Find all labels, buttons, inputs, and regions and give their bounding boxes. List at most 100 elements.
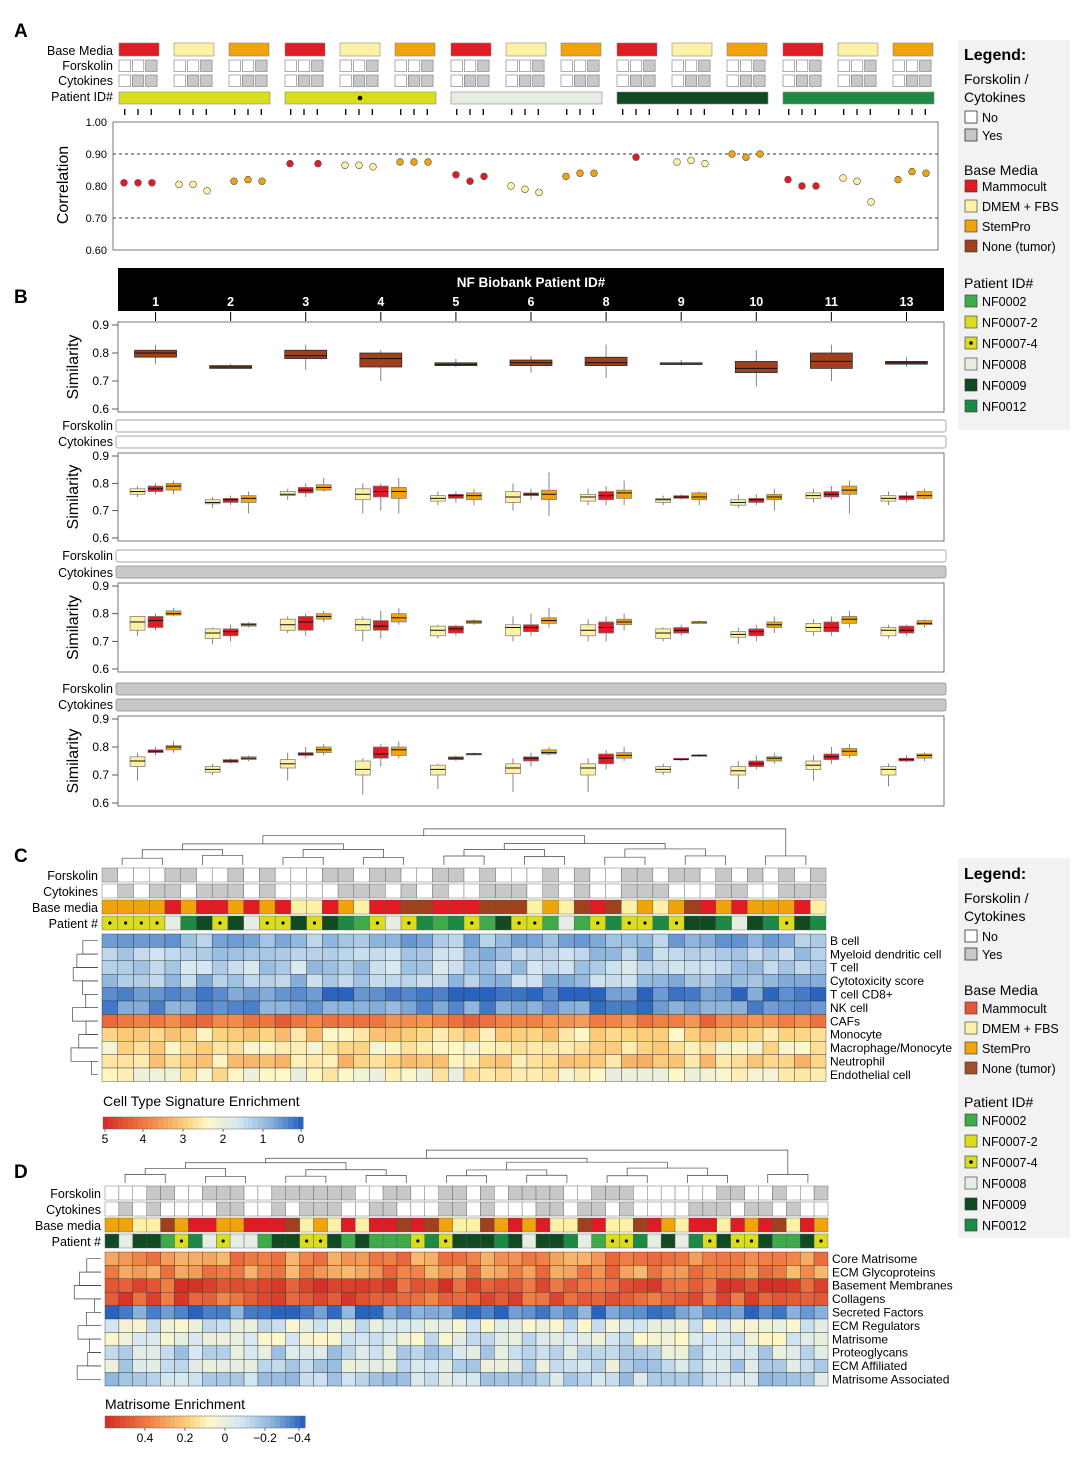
a-forskolin-cell [905,59,919,72]
d-heatmap-cell [813,1345,829,1360]
d-heatmap-cell [633,1345,648,1360]
d-heatmap-cell [799,1291,815,1306]
d-patient-dot [179,1239,184,1243]
d-heatmap-cell [313,1372,328,1387]
legend-a-title: Legend: [964,47,1026,64]
c-heatmap-cell [117,1054,134,1069]
c-heatmap-cell [747,1067,764,1082]
c-heatmap-cell [290,933,307,948]
b-box [841,616,858,624]
a-cytokines-cell [573,74,587,87]
d-heatmap-cell [271,1332,286,1347]
d-heatmap-cell [424,1265,439,1280]
d-heatmap-cell [660,1372,676,1387]
a-data-point [480,172,488,181]
b-box [222,628,239,637]
c-heatmap-cell [101,1027,118,1042]
c-heatmap-cell [794,987,811,1002]
d-row-dendrogram [86,1258,101,1273]
d-heatmap-cell [494,1291,509,1306]
c-heatmap-cell [432,960,449,975]
d-heatmap-cell [813,1332,829,1347]
d-base-media-cell [410,1217,425,1233]
c-cytokines-cell [495,883,512,899]
c-patient-cell [573,915,591,931]
d-cytokines-cell [758,1201,773,1217]
b-box [691,492,708,501]
d-heatmap-cell [243,1291,259,1306]
c-heatmap-cell [306,1000,323,1015]
d-base-media-cell [438,1217,453,1233]
c-heatmap-cell [416,974,433,988]
d-heatmap-cell [633,1251,648,1266]
d-heatmap-cell [521,1291,537,1306]
c-cytokines-label: Cytokines [43,885,98,899]
d-heatmap-cell [660,1332,676,1347]
d-heatmap-cell [285,1291,300,1306]
d-heatmap-cell [591,1265,606,1280]
d-heatmap-cell [174,1318,189,1333]
c-cytokines-cell [432,883,449,899]
a-forskolin-cell [118,59,131,72]
c-heatmap-cell [180,987,197,1002]
d-forskolin-cell [466,1185,481,1201]
d-heatmap-cell [702,1358,717,1373]
d-heatmap-cell [104,1251,120,1266]
d-heatmap-cell [730,1345,745,1360]
d-cytokines-cell [368,1201,384,1217]
d-heatmap-cell [188,1332,203,1347]
c-heatmap-cell [196,1000,213,1015]
c-forskolin-cell [164,867,181,883]
d-heatmap-cell [243,1358,259,1373]
c-heatmap-cell [290,1054,307,1069]
a-base-media-cell [560,42,602,57]
c-heatmap-cell [416,1054,433,1069]
d-cytokines-cell [633,1201,648,1217]
d-colorbar-title: Matrisome Enrichment [105,1396,245,1412]
c-cytokines-cell [337,883,355,899]
d-patient-cell [452,1233,467,1249]
d-patient-cell [160,1233,175,1249]
b-box [240,495,257,503]
legend-a-patient-label: NF0009 [982,379,1027,393]
d-patient-cell [716,1233,731,1249]
c-heatmap-cell [432,947,449,962]
a-data-point [521,185,529,193]
d-cytokines-cell [535,1201,551,1217]
d-heatmap-cell [799,1265,815,1280]
c-base-media-cell [810,899,827,915]
d-heatmap-cell [647,1265,662,1280]
c-row-dendrogram [70,1047,98,1062]
d-heatmap-cell [563,1358,578,1373]
a-data-point [756,150,764,158]
d-heatmap-cell [605,1358,620,1373]
c-column-dendrogram [684,855,726,865]
a-forskolin-cell [505,59,518,72]
c-heatmap-cell [762,1054,779,1069]
c-cytokines-cell [479,883,496,899]
c-cytokines-cell [605,883,622,899]
legend-c-media-label: DMEM + FBS [982,1022,1059,1036]
a-data-point [424,158,432,166]
a-ytick: 0.90 [86,149,107,161]
d-colorbar-segment [160,1416,166,1428]
a-cytokines-cell [905,74,919,87]
d-cytokines-label: Cytokines [46,1203,101,1217]
d-heatmap-cell [577,1332,592,1347]
c-heatmap-cell [306,933,323,948]
c-heatmap-cell [715,1054,732,1069]
b-cytokines-label: Cytokines [58,435,113,449]
a-forskolin-cell [297,59,311,72]
c-heatmap-cell [463,933,480,948]
d-heatmap-cell [494,1358,509,1373]
d-heatmap-cell [438,1318,453,1333]
d-base-media-cell [563,1217,578,1233]
d-heatmap-cell [535,1265,551,1280]
d-heatmap-cell [730,1332,745,1347]
d-forskolin-cell [160,1185,175,1201]
c-colorbar-segment [238,1117,244,1129]
d-heatmap-cell [271,1305,286,1320]
b-ytick: 0.8 [92,346,109,360]
c-heatmap-cell [337,1067,355,1082]
c-column-dendrogram [765,855,807,865]
